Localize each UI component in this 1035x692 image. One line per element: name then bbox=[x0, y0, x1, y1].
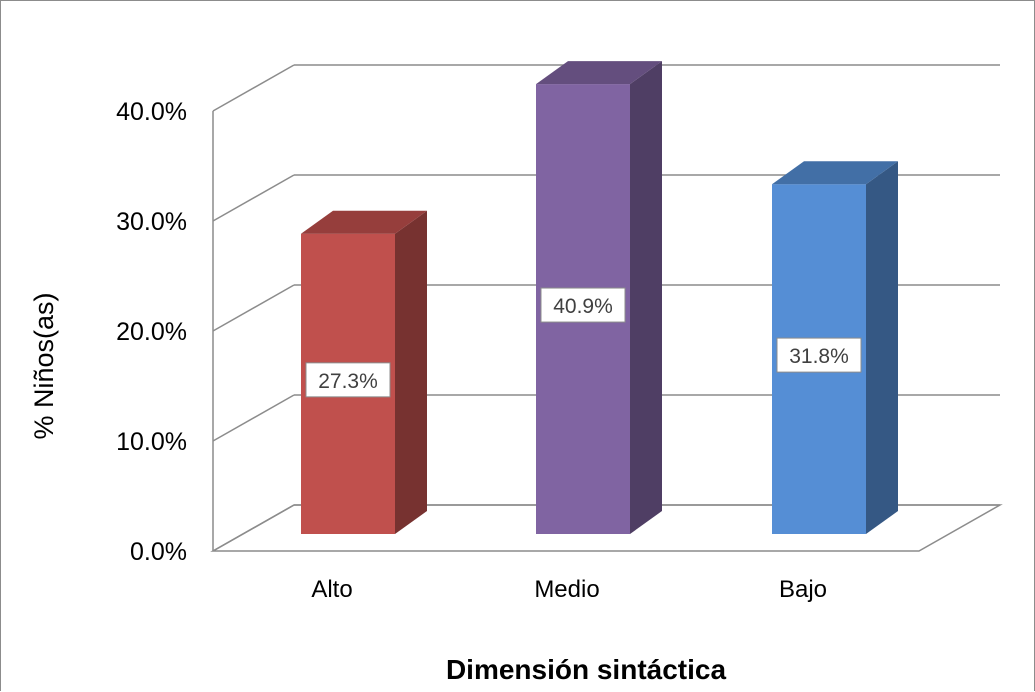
gridline-side bbox=[212, 504, 295, 552]
bars: 27.3% 40.9% 31.8% bbox=[301, 61, 898, 534]
x-tick-label: Medio bbox=[534, 576, 599, 603]
data-label: 31.8% bbox=[789, 345, 849, 368]
y-tick-label: 30.0% bbox=[116, 208, 187, 236]
y-tick-labels: 0.0% 10.0% 20.0% 30.0% 40.0% bbox=[116, 98, 187, 566]
bar-side bbox=[395, 210, 427, 534]
x-tick-labels: Alto Medio Bajo bbox=[311, 576, 827, 603]
bar-side bbox=[630, 61, 662, 534]
data-label: 40.9% bbox=[553, 295, 613, 318]
y-axis-label: % Niños(as) bbox=[29, 292, 59, 439]
data-label: 27.3% bbox=[318, 370, 378, 393]
data-label-box bbox=[305, 362, 391, 398]
bar-side bbox=[866, 161, 898, 534]
x-tick-label: Alto bbox=[311, 576, 352, 603]
x-tick-label: Bajo bbox=[779, 576, 827, 603]
gridline-side bbox=[212, 394, 295, 442]
bar-top bbox=[301, 210, 427, 234]
y-tick-label: 20.0% bbox=[116, 318, 187, 346]
gridline-side bbox=[212, 284, 295, 332]
gridline-side bbox=[212, 64, 295, 112]
x-axis-label: Dimensión sintáctica bbox=[446, 654, 727, 685]
y-tick-label: 10.0% bbox=[116, 428, 187, 456]
data-label-box bbox=[540, 287, 626, 323]
y-tick-label: 40.0% bbox=[116, 98, 187, 126]
bar-top bbox=[772, 161, 898, 185]
data-label-box bbox=[776, 337, 862, 373]
y-tick-label: 0.0% bbox=[130, 538, 187, 566]
bar-top bbox=[536, 61, 662, 85]
gridline-side bbox=[212, 174, 295, 222]
